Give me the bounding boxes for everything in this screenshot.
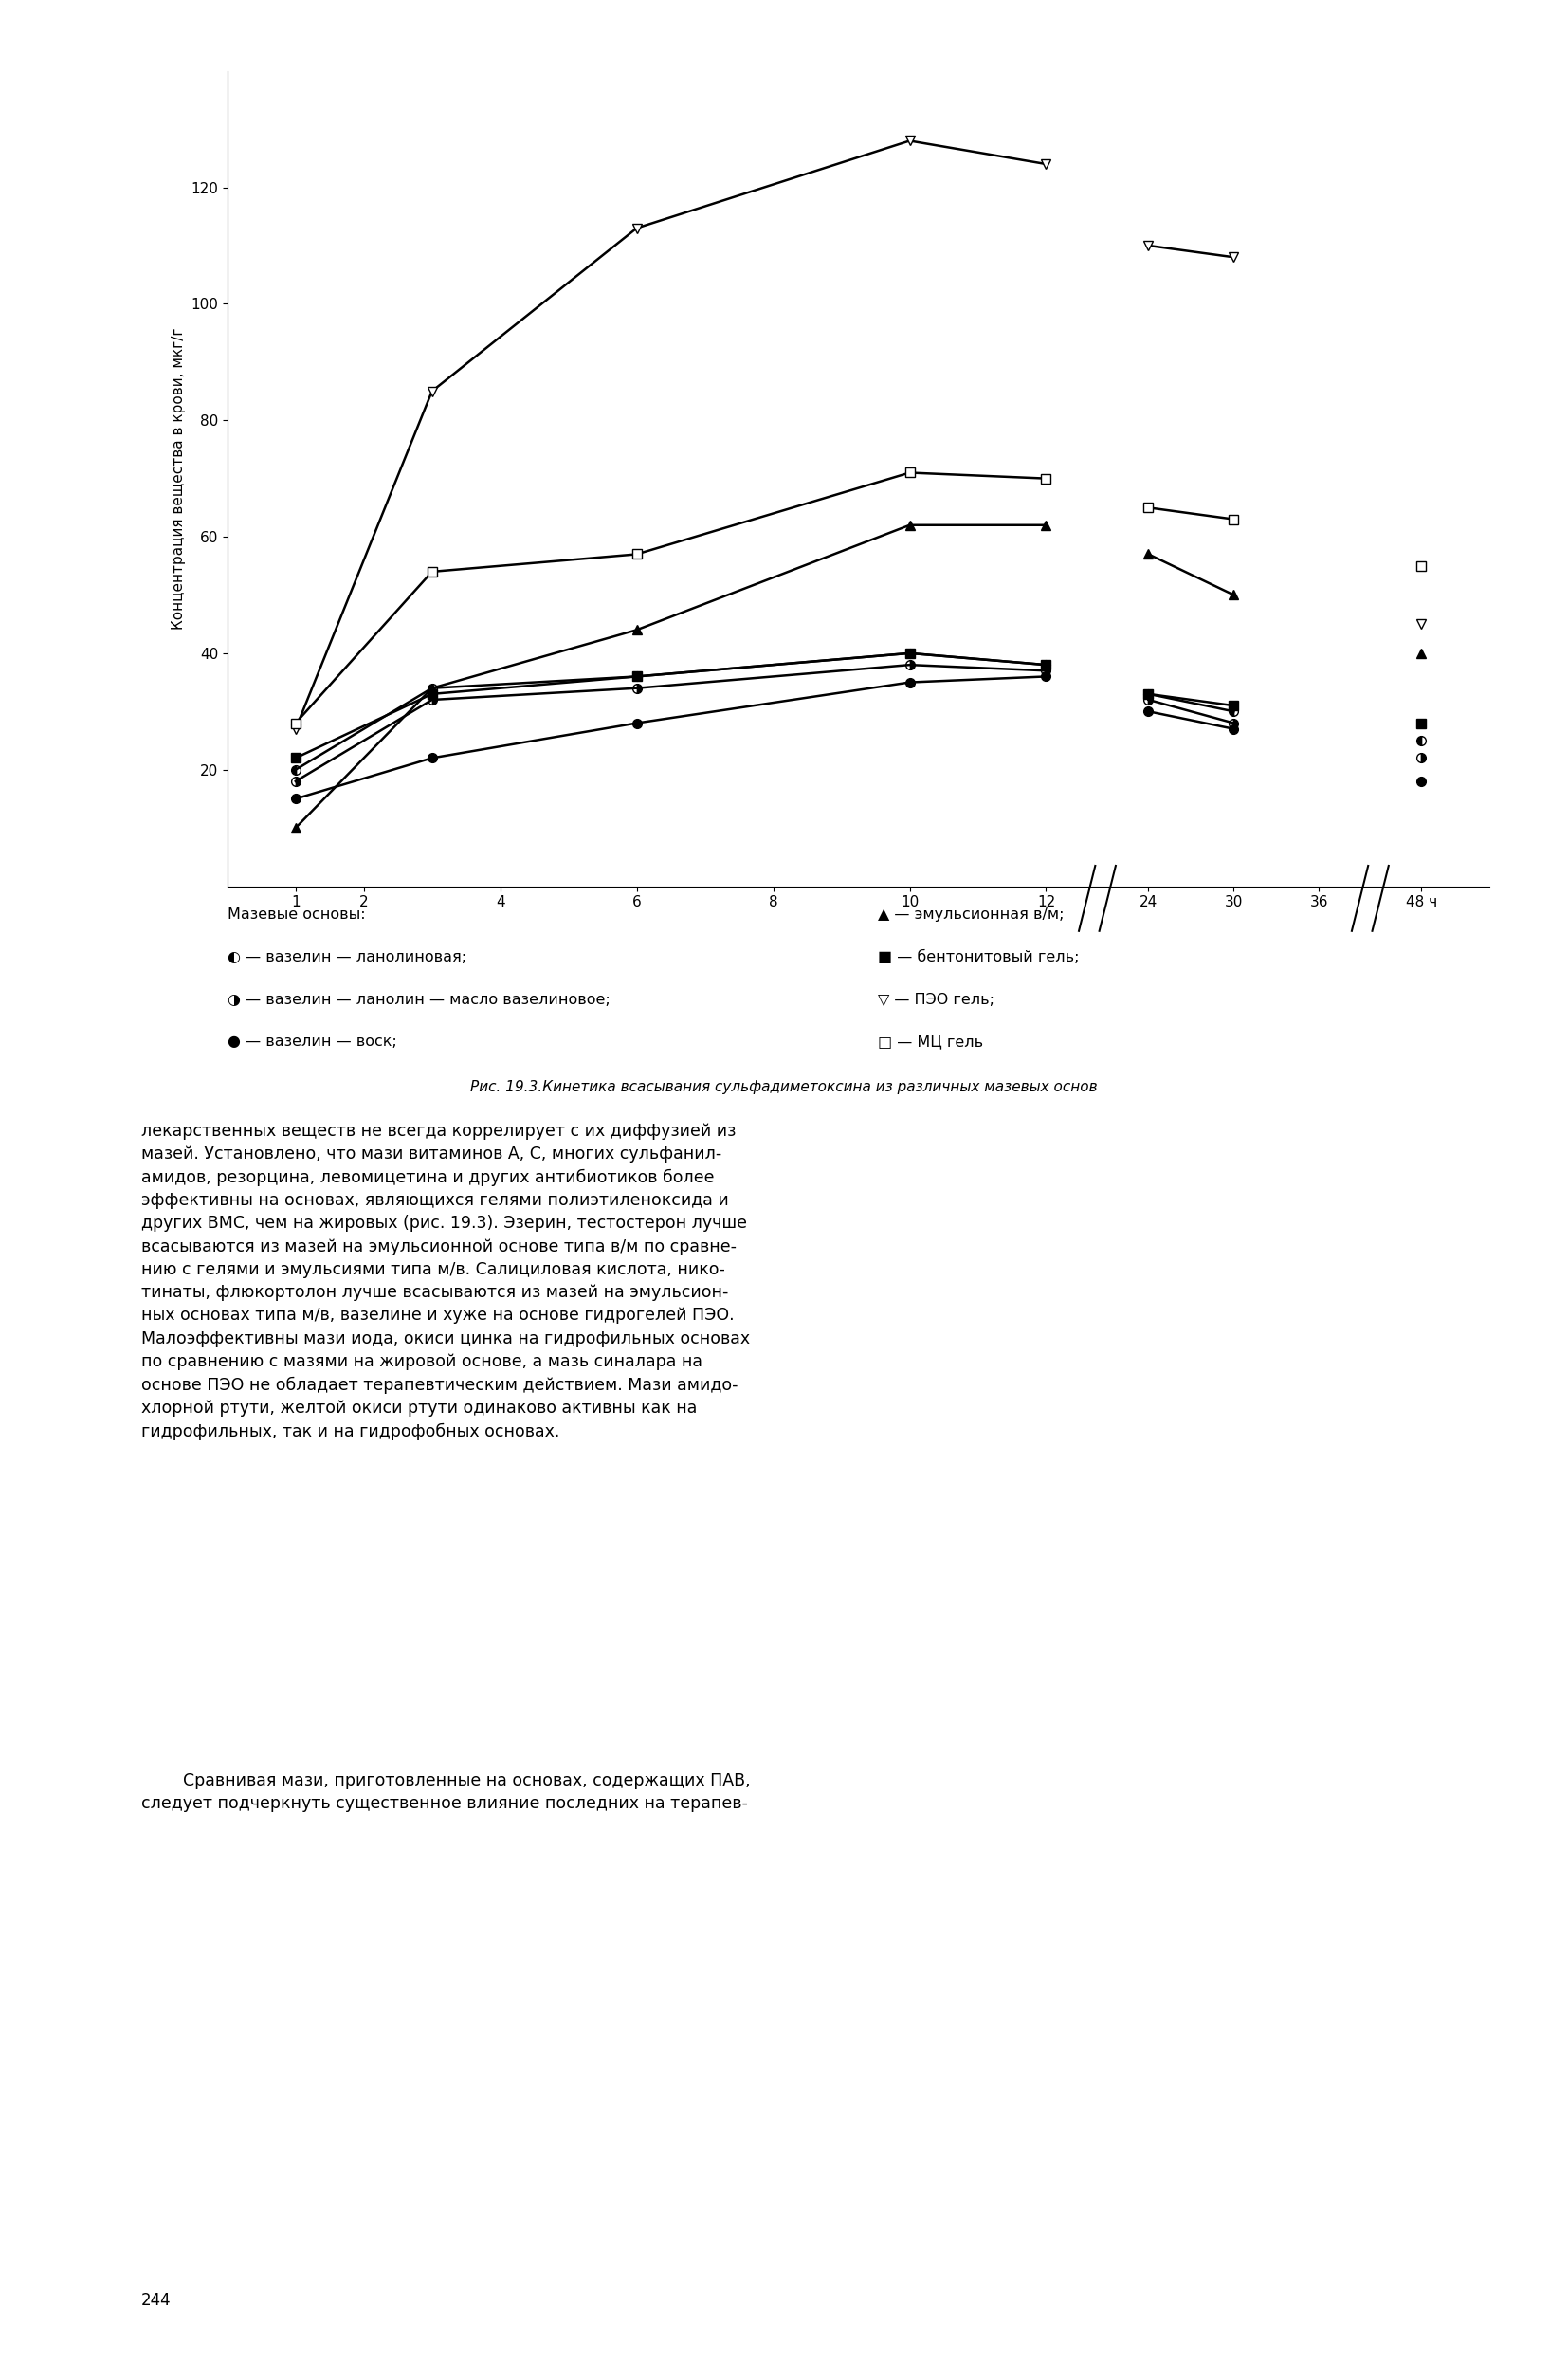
Text: ● — вазелин — воск;: ● — вазелин — воск;: [227, 1035, 397, 1049]
Text: ◐ — вазелин — ланолиновая;: ◐ — вазелин — ланолиновая;: [227, 950, 466, 964]
Text: □ — МЦ гель: □ — МЦ гель: [878, 1035, 983, 1049]
Text: Мазевые основы:: Мазевые основы:: [227, 907, 365, 922]
Text: ■ — бентонитовый гель;: ■ — бентонитовый гель;: [878, 950, 1079, 964]
Text: 244: 244: [141, 2292, 171, 2309]
Text: ▽ — ПЭО гель;: ▽ — ПЭО гель;: [878, 992, 994, 1007]
Y-axis label: Концентрация вещества в крови, мкг/г: Концентрация вещества в крови, мкг/г: [171, 328, 185, 629]
Bar: [1339, 71, 1400, 886]
Bar: [1060, 71, 1135, 886]
Text: лекарственных веществ не всегда коррелирует с их диффузией из
мазей. Установлено: лекарственных веществ не всегда коррелир…: [141, 1122, 750, 1439]
Text: ▲ — эмульсионная в/м;: ▲ — эмульсионная в/м;: [878, 907, 1065, 922]
Text: Сравнивая мази, приготовленные на основах, содержащих ПАВ,
следует подчеркнуть с: Сравнивая мази, приготовленные на основа…: [141, 1772, 751, 1812]
Bar: [1339, 853, 1400, 936]
Text: ◑ — вазелин — ланолин — масло вазелиновое;: ◑ — вазелин — ланолин — масло вазелиново…: [227, 992, 610, 1007]
Text: Рис. 19.3.Кинетика всасывания сульфадиметоксина из различных мазевых основ: Рис. 19.3.Кинетика всасывания сульфадиме…: [470, 1080, 1098, 1094]
Bar: [1057, 853, 1132, 936]
